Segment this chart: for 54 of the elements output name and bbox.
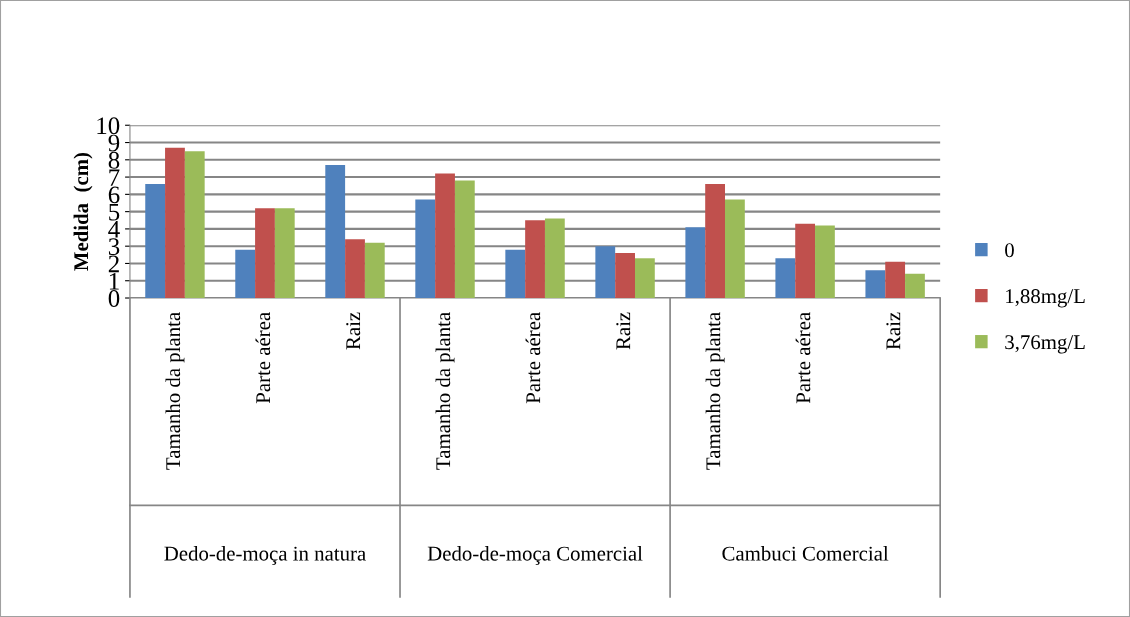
bar xyxy=(454,180,475,299)
y-tick-label: 8 xyxy=(108,151,120,169)
text: Cambuci Comercial xyxy=(722,545,889,561)
x-tick-label: Parte aérea xyxy=(255,312,271,404)
bar xyxy=(505,249,526,299)
bar xyxy=(865,270,886,299)
bar xyxy=(165,147,185,299)
bar xyxy=(795,223,816,299)
bar xyxy=(905,273,925,299)
y-axis-title: Medida (cm) xyxy=(73,152,93,271)
bar xyxy=(815,225,835,299)
legend-label: 1,88mg/L xyxy=(1006,289,1085,308)
text: Dedo-de-moça Comercial xyxy=(427,545,643,565)
bar xyxy=(525,220,545,299)
x-tick-label: Raiz xyxy=(886,312,901,350)
y-tick-label: 9 xyxy=(108,134,120,152)
bar xyxy=(255,208,275,299)
y-tick-label: 3 xyxy=(108,238,120,256)
x-tick-label: Tamanho da planta xyxy=(165,312,185,470)
bar xyxy=(364,242,385,299)
bar xyxy=(325,164,346,299)
bar xyxy=(544,218,565,299)
x-tick-label: Parte aérea xyxy=(525,312,541,404)
legend-label: 0 xyxy=(1005,243,1014,258)
bar xyxy=(184,151,205,299)
text: Dedo-de-moça in natura xyxy=(164,545,366,565)
bar xyxy=(634,258,655,299)
x-tick-label: Raiz xyxy=(346,312,361,350)
x-tick-label: Tamanho da planta xyxy=(435,312,455,470)
bar xyxy=(725,199,745,299)
bar xyxy=(685,227,706,299)
y-tick-label: 4 xyxy=(108,221,120,238)
bar xyxy=(345,239,365,299)
bar xyxy=(435,173,455,299)
y-tick-label: 2 xyxy=(108,255,119,273)
bar xyxy=(274,208,295,299)
y-tick-label: 10 xyxy=(97,117,120,135)
bar xyxy=(595,246,616,299)
bar xyxy=(775,258,796,299)
bar xyxy=(885,261,906,299)
y-tick-label: 5 xyxy=(109,203,120,221)
y-tick-label: 0 xyxy=(108,290,120,307)
bar xyxy=(615,253,635,299)
bar xyxy=(705,183,725,299)
y-tick-label: 6 xyxy=(108,186,120,204)
x-tick-label: Raiz xyxy=(616,312,631,350)
x-tick-label: Tamanho da planta xyxy=(705,312,725,470)
y-tick-label: 1 xyxy=(109,272,119,290)
bar xyxy=(145,183,166,299)
y-tick-label: 7 xyxy=(109,169,120,186)
x-tick-label: Parte aérea xyxy=(795,312,811,404)
legend-label: 3,76mg/L xyxy=(1005,335,1085,354)
bar xyxy=(415,199,436,299)
bar xyxy=(235,249,256,299)
